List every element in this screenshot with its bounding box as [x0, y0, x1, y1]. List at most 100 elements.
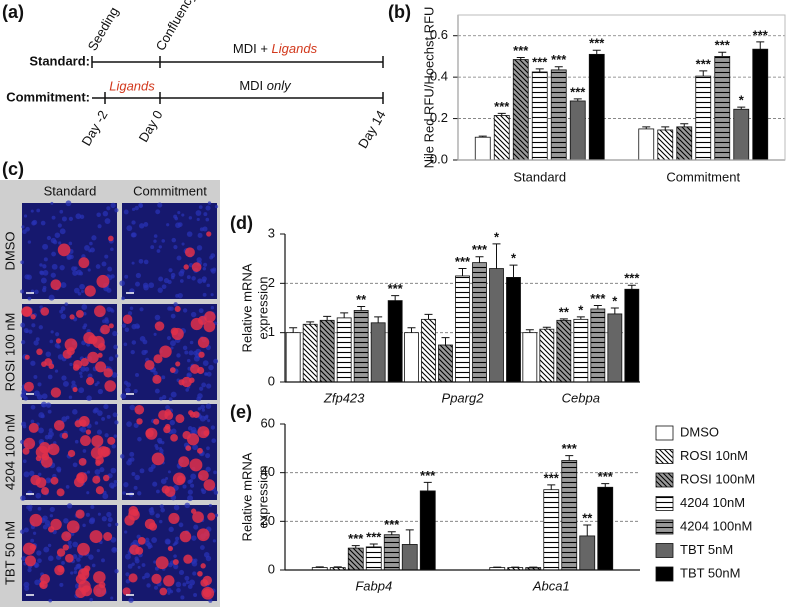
- lipid-droplet: [35, 455, 42, 462]
- nucleus: [79, 427, 84, 432]
- nucleus: [39, 270, 44, 275]
- nucleus: [23, 471, 30, 478]
- significance: ***: [513, 43, 529, 58]
- error-bar: [756, 41, 765, 50]
- lipid-droplet: [167, 545, 174, 552]
- nucleus: [50, 272, 56, 278]
- nucleus: [20, 439, 25, 445]
- significance: ***: [472, 242, 488, 257]
- nucleus: [202, 226, 208, 232]
- nucleus: [206, 446, 210, 451]
- nucleus: [188, 216, 193, 220]
- error-bar: [387, 531, 396, 535]
- nucleus: [139, 336, 146, 342]
- nucleus: [23, 328, 29, 334]
- nucleus: [38, 427, 44, 434]
- nucleus: [169, 419, 176, 426]
- nucleus: [178, 569, 185, 576]
- bar: [383, 534, 400, 571]
- x-tick-label: Standard: [513, 169, 566, 184]
- nucleus: [137, 436, 142, 442]
- nucleus: [110, 247, 114, 252]
- nucleus: [206, 283, 211, 288]
- nucleus: [173, 302, 178, 307]
- nucleus: [29, 470, 35, 477]
- nucleus: [47, 431, 54, 438]
- nucleus: [35, 492, 42, 499]
- nucleus: [178, 522, 184, 528]
- y-axis-label: Relative mRNA: [239, 263, 254, 352]
- nucleus: [90, 505, 95, 510]
- significance: ***: [570, 84, 586, 99]
- lipid-droplet: [103, 532, 113, 541]
- nucleus: [207, 201, 212, 205]
- bar: [474, 136, 491, 161]
- lipid-droplet: [103, 368, 113, 378]
- bar: [421, 318, 436, 383]
- nucleus: [52, 239, 58, 245]
- nucleus: [56, 466, 62, 472]
- lipid-droplet: [97, 352, 103, 358]
- nucleus: [58, 241, 62, 245]
- nucleus: [79, 283, 85, 290]
- nucleus: [198, 205, 203, 209]
- nucleus: [146, 583, 151, 588]
- error-bar: [405, 529, 414, 545]
- nucleus: [104, 319, 110, 324]
- day-label: Day 0: [136, 108, 166, 145]
- lipid-droplet: [100, 446, 111, 457]
- phase-text: MDI +: [233, 41, 272, 56]
- nucleus: [130, 349, 135, 355]
- lipid-droplet: [159, 587, 168, 596]
- nucleus: [170, 391, 177, 398]
- bar: [588, 53, 605, 161]
- bar: [336, 317, 352, 383]
- lipid-droplet: [178, 456, 190, 468]
- lipid-droplet: [89, 530, 103, 544]
- nucleus: [96, 429, 103, 435]
- nucleus: [153, 234, 158, 238]
- legend-swatch: [655, 496, 674, 511]
- significance: ***: [696, 56, 712, 71]
- nucleus: [95, 264, 101, 269]
- lipid-droplet: [80, 358, 89, 367]
- nucleus: [30, 538, 35, 543]
- nucleus: [110, 536, 117, 543]
- nucleus: [47, 374, 53, 380]
- nucleus: [120, 454, 125, 459]
- nucleus: [40, 277, 47, 284]
- y-tick-label: 40: [261, 464, 275, 479]
- significance: *: [494, 229, 500, 244]
- nucleus: [175, 293, 180, 298]
- lipid-droplet: [72, 386, 78, 393]
- nucleus: [20, 529, 25, 534]
- nucleus: [48, 294, 55, 301]
- nucleus: [142, 575, 146, 580]
- nucleus: [135, 272, 142, 279]
- nucleus: [154, 314, 161, 321]
- nucleus: [138, 258, 144, 264]
- bar: [370, 322, 386, 383]
- row-label: ROSI 100 nM: [2, 313, 17, 392]
- nucleus: [190, 473, 197, 480]
- nucleus: [168, 526, 174, 533]
- legend-label: 4204 100nM: [680, 518, 752, 533]
- bar: [556, 319, 572, 383]
- nucleus: [77, 292, 82, 296]
- bar: [579, 535, 596, 571]
- panel-label: (c): [2, 159, 24, 179]
- bar: [539, 328, 555, 383]
- nucleus: [165, 476, 169, 480]
- panel-label: (b): [388, 2, 411, 22]
- nucleus: [199, 227, 204, 232]
- nucleus: [191, 535, 197, 541]
- nucleus: [32, 531, 37, 535]
- lipid-droplet: [77, 542, 90, 556]
- nucleus: [36, 208, 41, 213]
- nucleus: [102, 210, 109, 217]
- nucleus: [23, 581, 30, 588]
- lipid-droplet: [148, 522, 158, 531]
- lipid-droplet: [202, 588, 212, 598]
- nucleus: [159, 504, 164, 509]
- bar: [695, 75, 712, 161]
